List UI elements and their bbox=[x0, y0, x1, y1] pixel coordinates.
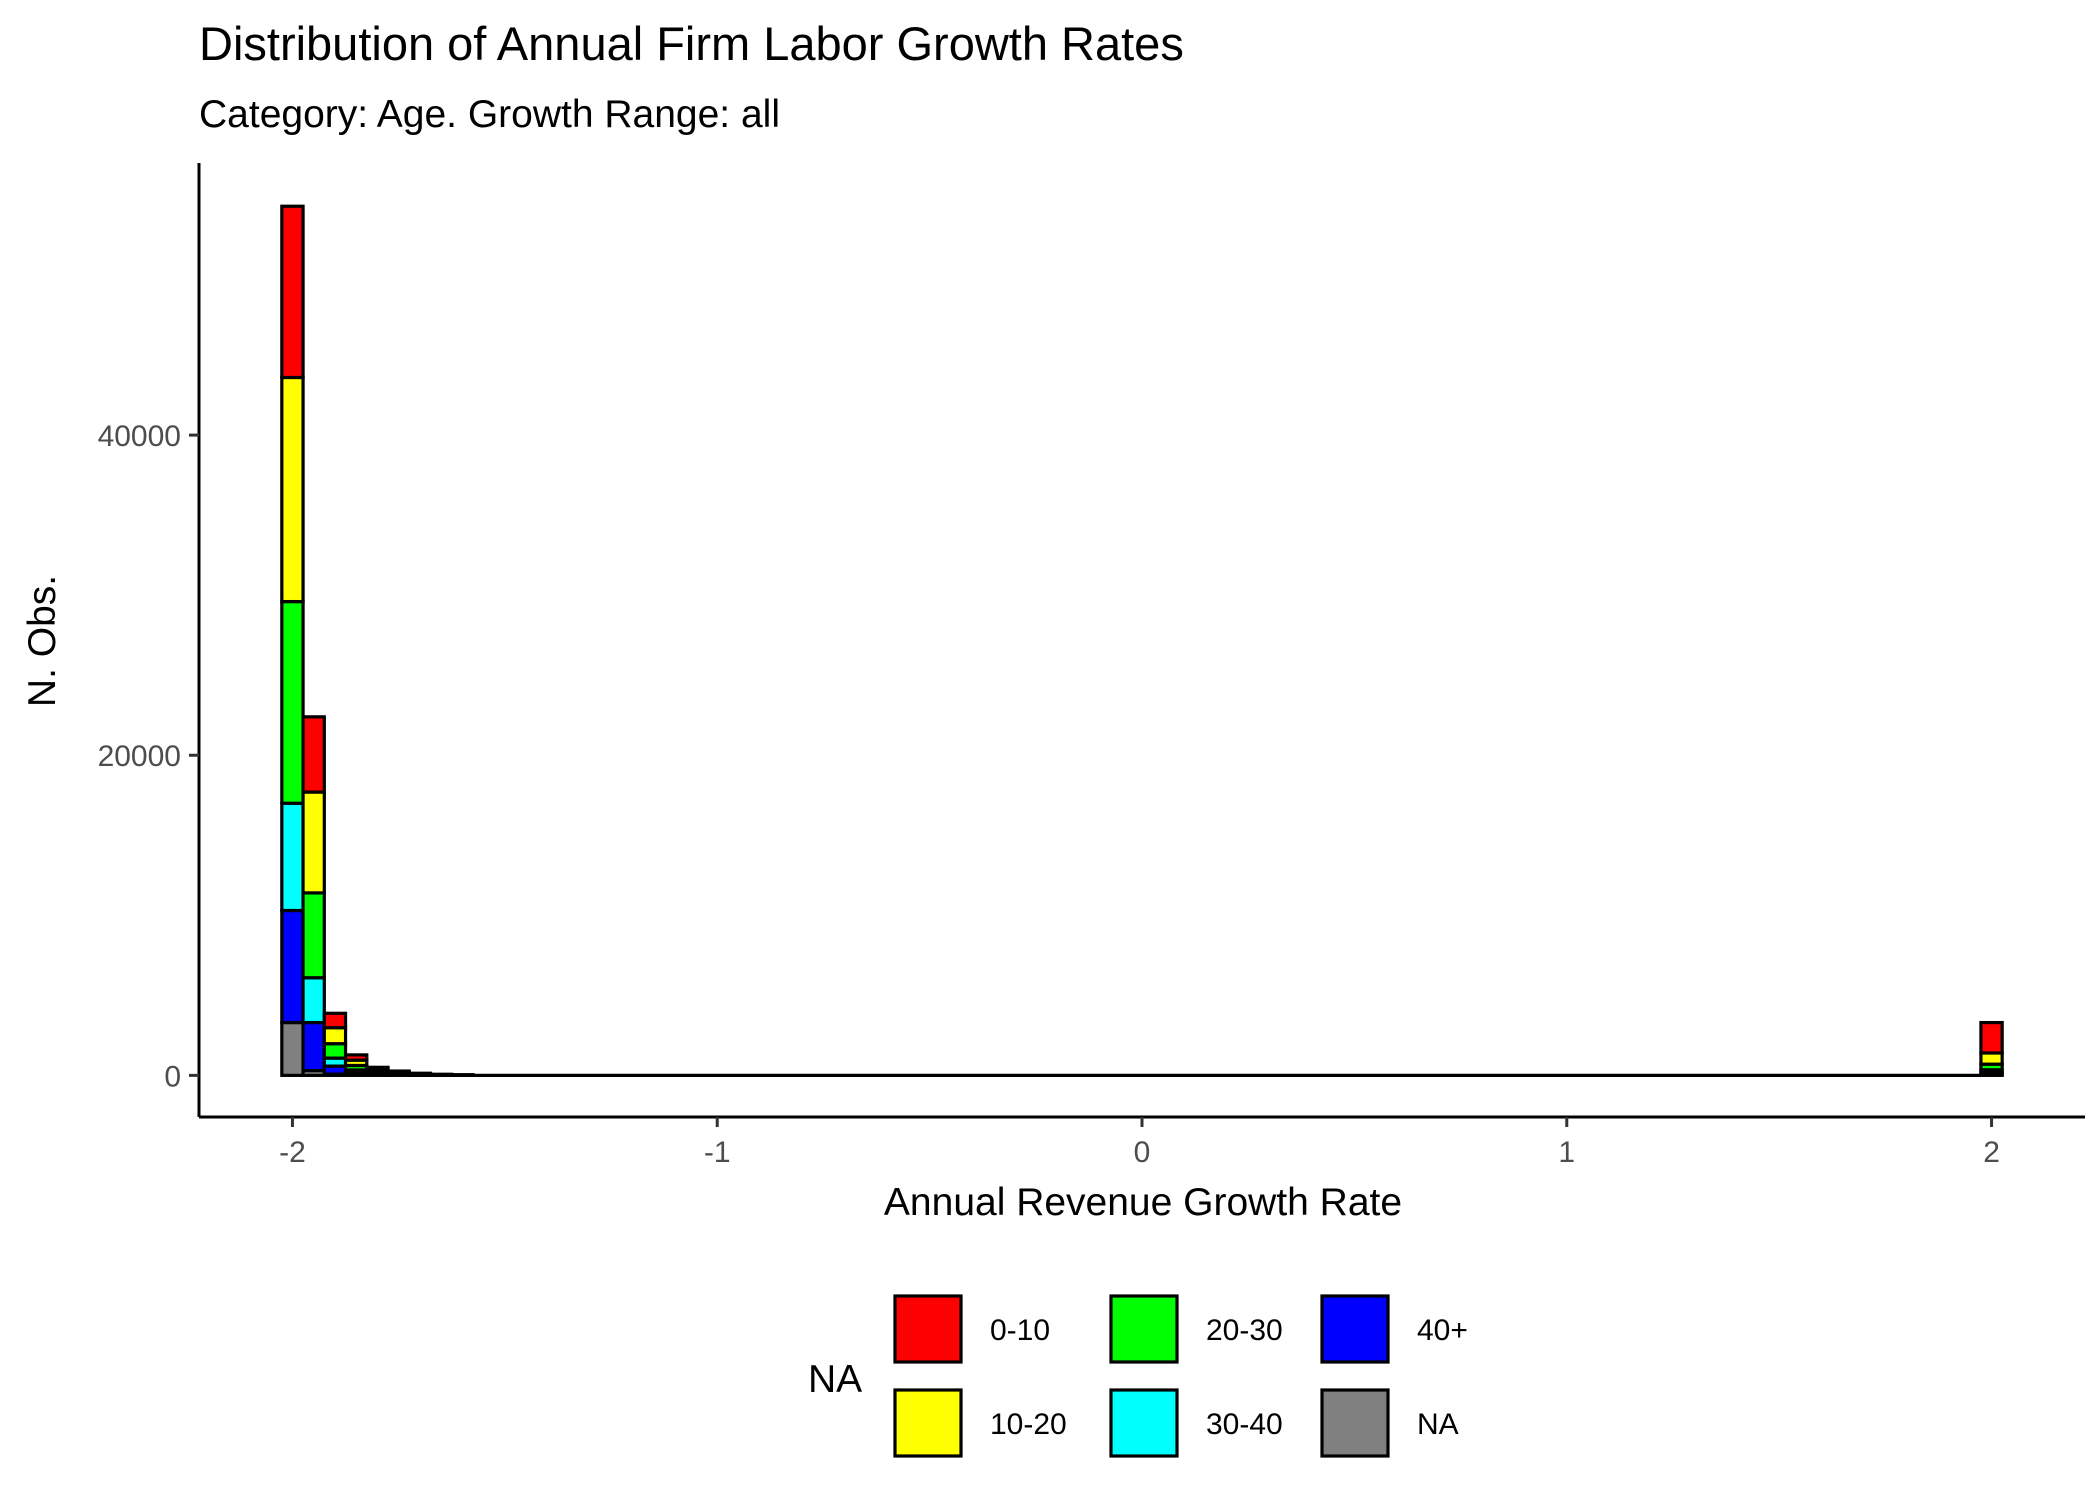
bar-segment bbox=[301, 1020, 326, 1073]
legend-title: NA bbox=[808, 1358, 862, 1401]
bar-segment bbox=[280, 908, 305, 1025]
bar-segment bbox=[386, 1069, 411, 1074]
bar-segment bbox=[280, 599, 305, 805]
chart-title: Distribution of Annual Firm Labor Growth… bbox=[199, 17, 1184, 70]
bars-layer bbox=[280, 204, 2004, 1077]
y-tick-label: 40000 bbox=[98, 420, 181, 453]
x-tick-label: 0 bbox=[1134, 1136, 1151, 1169]
legend: 0-10 10-20 20-30 30-40 40+ NA bbox=[893, 1294, 1468, 1458]
axes-layer: -2 -1 0 1 2 0 20000 40000 bbox=[98, 163, 2085, 1169]
bar-segment bbox=[301, 976, 326, 1025]
legend-key-30-40 bbox=[1109, 1388, 1179, 1458]
legend-label: 0-10 bbox=[990, 1314, 1050, 1347]
legend-key-40- bbox=[1320, 1294, 1390, 1364]
bar-segment bbox=[280, 375, 305, 604]
bar-segment bbox=[322, 1026, 348, 1046]
legend-key-20-30 bbox=[1109, 1294, 1179, 1364]
legend-label: 10-20 bbox=[990, 1408, 1067, 1441]
legend-label: 20-30 bbox=[1206, 1314, 1283, 1347]
legend-key-0-10 bbox=[893, 1294, 963, 1364]
bar-segment bbox=[322, 1042, 348, 1060]
y-tick-label: 20000 bbox=[98, 740, 181, 773]
x-tick-label: 2 bbox=[1983, 1136, 2000, 1169]
bar-segment bbox=[280, 204, 305, 380]
y-tick-label: 0 bbox=[164, 1060, 181, 1093]
bar-segment bbox=[1979, 1051, 2004, 1066]
legend-key-10-20 bbox=[893, 1388, 963, 1458]
chart-subtitle: Category: Age. Growth Range: all bbox=[199, 93, 780, 136]
bar-segment bbox=[280, 1020, 305, 1077]
bar-segment bbox=[280, 801, 305, 913]
legend-key-na bbox=[1320, 1388, 1390, 1458]
x-tick-label: 1 bbox=[1558, 1136, 1575, 1169]
bar-segment bbox=[407, 1071, 433, 1076]
legend-label: 30-40 bbox=[1206, 1408, 1283, 1441]
bar-segment bbox=[301, 790, 326, 895]
y-axis-title: N. Obs. bbox=[21, 575, 64, 707]
bar-segment bbox=[301, 891, 326, 980]
bar-segment bbox=[322, 1011, 348, 1030]
legend-label: 40+ bbox=[1417, 1314, 1468, 1347]
x-tick-label: -1 bbox=[704, 1136, 731, 1169]
bar-segment bbox=[301, 715, 326, 794]
bar-segment bbox=[1979, 1020, 2004, 1055]
legend-label: NA bbox=[1417, 1408, 1459, 1441]
bar-segment bbox=[343, 1053, 369, 1062]
bar-segment bbox=[365, 1065, 390, 1071]
x-tick-label: -2 bbox=[279, 1136, 306, 1169]
x-axis-title: Annual Revenue Growth Rate bbox=[884, 1181, 1402, 1224]
